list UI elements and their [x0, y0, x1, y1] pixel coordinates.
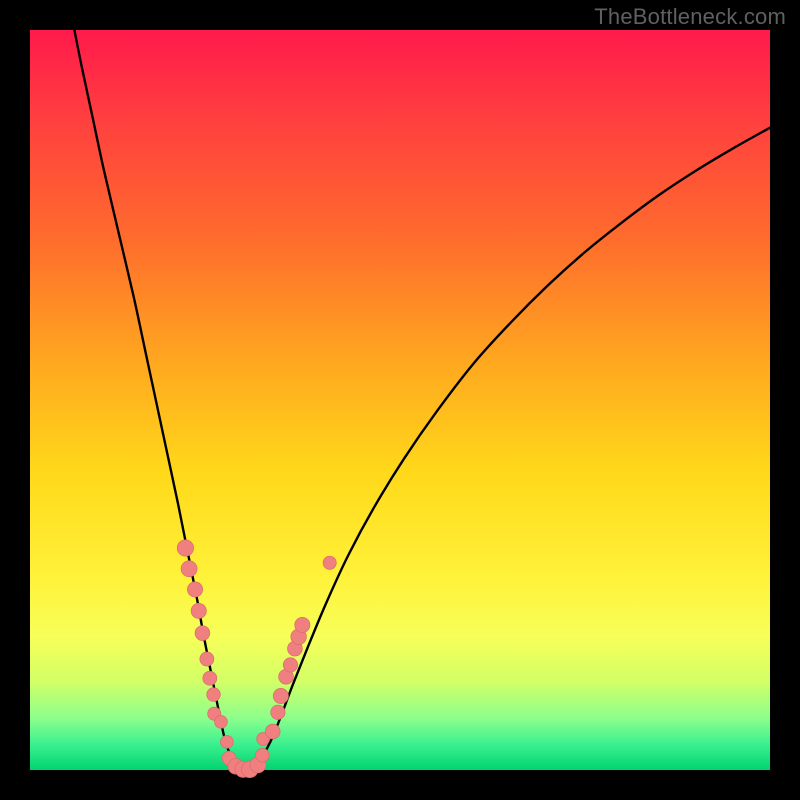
- marker-point: [323, 556, 336, 569]
- marker-point: [200, 652, 214, 666]
- marker-point: [215, 716, 228, 729]
- marker-point: [207, 688, 221, 702]
- marker-point: [177, 540, 193, 556]
- watermark: TheBottleneck.com: [594, 4, 786, 30]
- marker-point: [271, 705, 285, 719]
- marker-point: [220, 735, 233, 748]
- marker-point: [203, 671, 217, 685]
- marker-point: [256, 748, 270, 762]
- marker-point: [181, 561, 197, 577]
- marker-point: [283, 658, 297, 672]
- marker-point: [191, 603, 206, 618]
- marker-point: [273, 688, 288, 703]
- marker-point: [295, 617, 310, 632]
- plot-background: [30, 30, 770, 770]
- marker-point: [265, 724, 280, 739]
- chart-svg: [0, 0, 800, 800]
- marker-point: [187, 582, 202, 597]
- chart-root: { "watermark": { "text": "TheBottleneck.…: [0, 0, 800, 800]
- marker-point: [195, 626, 210, 641]
